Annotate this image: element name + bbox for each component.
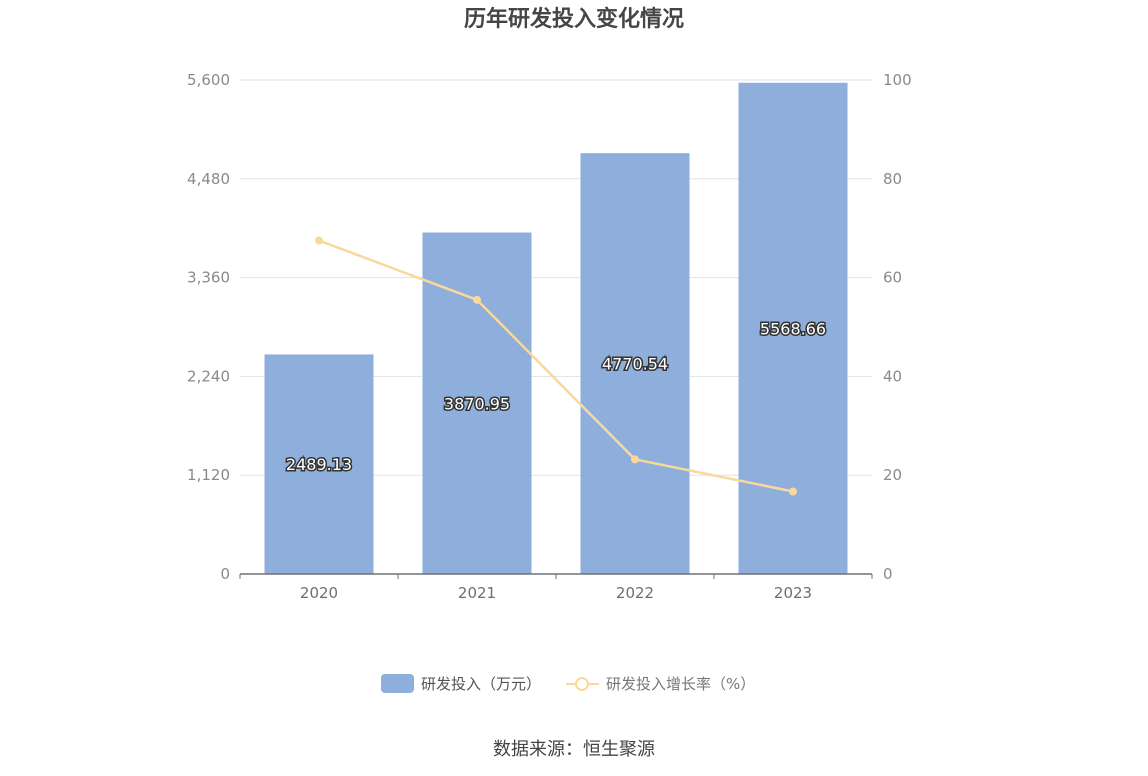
- left-y-tick-label: 2,240: [187, 367, 230, 385]
- legend-line-marker: [575, 677, 589, 691]
- right-y-tick-label: 40: [883, 367, 902, 385]
- legend-item-line[interactable]: 研发投入增长率（%）: [566, 675, 755, 693]
- left-y-axis: 0 1,120 2,240 3,360 4,480 5,600: [187, 71, 230, 583]
- chart-title: 历年研发投入变化情况: [464, 6, 684, 32]
- legend-line-label: 研发投入增长率（%）: [606, 675, 755, 693]
- left-y-tick-label: 0: [220, 565, 230, 583]
- data-source: 数据来源：恒生聚源: [493, 739, 655, 760]
- bar-data-labels: 2489.13 3870.95 4770.54 5568.66: [284, 318, 827, 476]
- right-y-tick-label: 100: [883, 71, 912, 89]
- bar: [264, 354, 374, 574]
- x-tick-label: 2023: [774, 584, 812, 602]
- bar-value-label: 4770.54: [602, 355, 668, 374]
- line-point: [315, 236, 323, 245]
- legend-bar-swatch: [381, 674, 414, 693]
- bar-value-label: 3870.95: [444, 394, 510, 413]
- bar: [422, 232, 532, 574]
- right-y-tick-label: 0: [883, 565, 893, 583]
- left-y-tick-label: 3,360: [187, 269, 230, 287]
- right-y-tick-label: 60: [883, 269, 902, 287]
- x-tick-label: 2022: [616, 584, 654, 602]
- line-point: [789, 487, 797, 496]
- line-point: [473, 295, 481, 304]
- x-tick-label: 2020: [300, 584, 338, 602]
- bar: [580, 153, 690, 574]
- right-y-axis: 0 20 40 60 80 100: [883, 71, 912, 583]
- x-axis: 2020 2021 2022 2023: [239, 573, 873, 602]
- left-y-tick-label: 1,120: [187, 466, 230, 484]
- legend-bar-label: 研发投入（万元）: [421, 675, 541, 693]
- bar-series: [264, 82, 848, 574]
- bar-value-label: 2489.13: [286, 455, 352, 474]
- x-tick-label: 2021: [458, 584, 496, 602]
- line-series: [315, 236, 797, 496]
- legend-item-bar[interactable]: 研发投入（万元）: [381, 674, 541, 693]
- growth-line: [317, 239, 795, 493]
- legend: 研发投入（万元） 研发投入增长率（%）: [381, 674, 755, 693]
- left-y-tick-label: 5,600: [187, 71, 230, 89]
- right-y-tick-label: 80: [883, 170, 902, 188]
- line-point: [631, 455, 639, 464]
- left-y-tick-label: 4,480: [187, 170, 230, 188]
- right-y-tick-label: 20: [883, 466, 902, 484]
- bar-value-label: 5568.66: [760, 319, 826, 338]
